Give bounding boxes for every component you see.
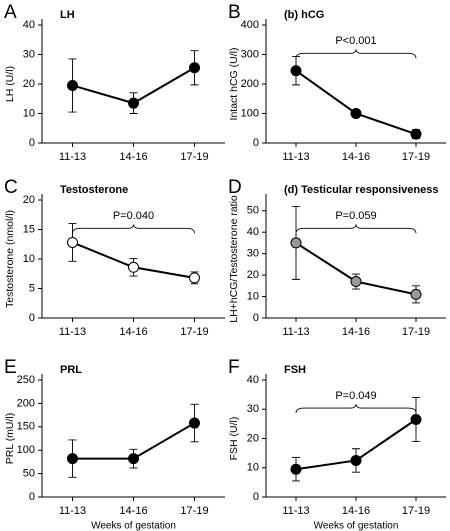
y-tick-label: 5: [29, 282, 35, 294]
y-tick-label: 400: [241, 19, 259, 31]
x-tick-label: 14-16: [119, 326, 147, 338]
marker: [128, 261, 139, 273]
panel-letter: F: [228, 357, 240, 378]
panel-title: (b) hCG: [284, 9, 324, 21]
annotation: P=0.059: [335, 210, 376, 222]
y-tick-label: 30: [247, 403, 259, 415]
x-tick-label: 17-19: [402, 151, 430, 163]
x-tick-label: 17-19: [180, 326, 208, 338]
x-tick-label: 11-13: [282, 505, 309, 517]
x-tick-label: 14-16: [342, 326, 370, 338]
y-tick-label: 50: [23, 468, 35, 480]
y-axis-label: LH+hCG/Testosterone ratio: [228, 195, 240, 323]
x-tick-label: 14-16: [119, 151, 147, 163]
y-axis-label: Testosterone (nmol/l): [4, 210, 16, 308]
x-tick-label: 11-13: [59, 151, 86, 163]
y-tick-label: 20: [247, 269, 259, 281]
y-tick-label: 100: [241, 107, 259, 119]
panel-title: LH: [60, 9, 75, 21]
marker: [410, 288, 422, 300]
panel-letter: E: [4, 357, 17, 378]
x-tick-label: 11-13: [59, 326, 86, 338]
y-axis-label: FSH (U/l): [228, 417, 240, 461]
y-tick-label: 0: [29, 312, 35, 324]
y-tick-label: 50: [247, 205, 259, 217]
significance-bracket: [295, 49, 417, 59]
panel-letter: B: [228, 2, 241, 23]
marker: [189, 417, 200, 429]
y-tick-label: 20: [247, 432, 259, 444]
marker: [67, 453, 78, 465]
y-tick-label: 20: [23, 194, 35, 206]
panel-title: Testosterone: [60, 184, 128, 196]
x-tick-label: 14-16: [342, 505, 370, 517]
panel-letter: D: [228, 177, 242, 198]
annotation: P<0.001: [335, 35, 376, 47]
x-tick-label: 17-19: [402, 505, 430, 517]
y-tick-label: 250: [17, 374, 35, 386]
y-tick-label: 10: [23, 107, 35, 119]
y-tick-label: 10: [23, 253, 35, 265]
x-tick-label: 14-16: [342, 151, 370, 163]
y-tick-label: 300: [241, 48, 259, 60]
significance-bracket: [295, 224, 417, 234]
panel-title: PRL: [60, 364, 82, 376]
y-tick-label: 0: [29, 491, 35, 503]
y-tick-label: 20: [23, 78, 35, 90]
panel-letter: A: [4, 2, 17, 23]
marker: [350, 454, 362, 466]
panel-title: (d) Testicular responsiveness: [284, 184, 438, 196]
y-tick-label: 0: [253, 312, 259, 324]
x-tick-label: 11-13: [282, 151, 309, 163]
panel-letter: C: [4, 177, 18, 198]
marker: [290, 463, 302, 475]
marker: [410, 413, 422, 425]
marker: [128, 453, 139, 465]
marker: [350, 108, 362, 119]
y-tick-label: 40: [247, 374, 259, 386]
y-tick-label: 30: [247, 248, 259, 260]
y-tick-label: 0: [29, 137, 35, 149]
annotation: P=0.049: [335, 390, 376, 402]
x-tick-label: 17-19: [402, 326, 430, 338]
marker: [128, 97, 139, 109]
y-axis-label: PRL (mU/l): [4, 413, 16, 465]
panel-title: FSH: [284, 364, 306, 376]
y-tick-label: 10: [247, 462, 259, 474]
marker: [350, 276, 362, 288]
x-tick-label: 14-16: [119, 505, 147, 517]
marker: [67, 79, 78, 91]
y-tick-label: 200: [17, 397, 35, 409]
data-line: [295, 69, 417, 136]
marker: [67, 236, 78, 248]
y-tick-label: 200: [241, 78, 259, 90]
x-tick-label: 11-13: [59, 505, 86, 517]
marker: [290, 65, 302, 77]
y-tick-label: 0: [253, 137, 259, 149]
marker: [189, 272, 200, 284]
x-axis-label: Weeks of gestation: [91, 521, 176, 531]
y-tick-label: 15: [23, 223, 35, 235]
y-tick-label: 0: [253, 491, 259, 503]
y-axis-label: LH (U/l): [4, 66, 16, 102]
y-tick-label: 100: [17, 444, 35, 456]
y-tick-label: 10: [247, 290, 259, 302]
x-tick-label: 17-19: [180, 505, 208, 517]
significance-bracket: [72, 224, 195, 234]
y-tick-label: 40: [23, 19, 35, 31]
annotation: P=0.040: [113, 210, 154, 222]
y-tick-label: 150: [17, 421, 35, 433]
y-axis-label: Intact hCG (U/l): [228, 48, 240, 121]
y-tick-label: 40: [247, 226, 259, 238]
marker: [410, 128, 422, 140]
significance-bracket: [295, 404, 417, 414]
x-axis-label: Weeks of gestation: [314, 521, 399, 531]
x-tick-label: 17-19: [180, 151, 208, 163]
x-tick-label: 11-13: [282, 326, 309, 338]
marker: [290, 237, 302, 249]
y-tick-label: 30: [23, 48, 35, 60]
marker: [189, 62, 200, 74]
